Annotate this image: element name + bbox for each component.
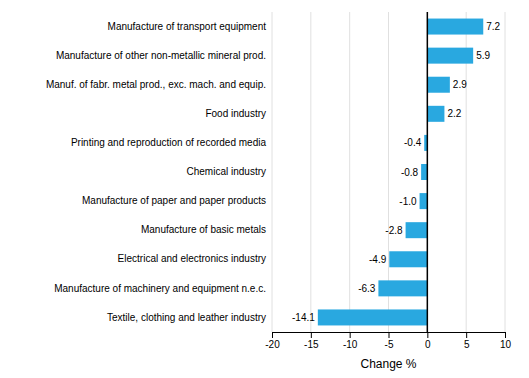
bar (389, 251, 427, 267)
x-tick-mark (389, 332, 390, 338)
x-tick-label: -5 (385, 339, 394, 350)
x-axis-line (273, 333, 506, 339)
y-tick-label: Textile, clothing and leather industry (107, 312, 266, 323)
y-tick-label: Electrical and electronics industry (118, 253, 266, 264)
x-tick-label: 5 (464, 339, 470, 350)
data-label: -6.3 (358, 283, 376, 294)
data-label: -14.1 (292, 312, 315, 323)
bar (427, 48, 473, 64)
data-label: 2.9 (453, 79, 467, 90)
y-tick-label: Manuf. of fabr. metal prod., exc. mach. … (46, 79, 266, 90)
y-tick-label: Manufacture of paper and paper products (82, 195, 266, 206)
x-tick-mark (466, 332, 467, 338)
chart-container: -20 -15 -10 -5 0 5 10 Textile, clothing and lea… (0, 0, 529, 378)
x-tick-label: -15 (304, 339, 319, 350)
plot: -20 -15 -10 -5 0 5 10 Textile, clothing and lea… (46, 12, 512, 350)
data-label: -2.8 (385, 225, 403, 236)
x-tick-label: 10 (500, 339, 512, 350)
y-tick-label: Manufacture of machinery and equipment n… (54, 283, 266, 294)
bar (378, 280, 427, 296)
x-tick-mark (311, 332, 312, 338)
y-tick: Manufacture of paper and paper products (82, 195, 266, 206)
x-tick: 0 (425, 332, 431, 350)
grid-line (505, 12, 506, 332)
bar (420, 193, 428, 209)
data-label: -0.4 (404, 137, 422, 148)
x-tick-label: 0 (425, 339, 431, 350)
y-tick-label: Manufacture of transport equipment (108, 21, 267, 32)
grid-line (349, 12, 350, 332)
y-tick-label: Food industry (205, 108, 266, 119)
x-tick: -5 (385, 332, 394, 350)
bar (427, 106, 444, 122)
data-label: -1.0 (399, 196, 417, 207)
y-tick: Textile, clothing and leather industry (107, 312, 266, 323)
x-tick-label: -20 (265, 339, 280, 350)
grid-line (310, 12, 311, 332)
y-tick: Electrical and electronics industry (118, 253, 266, 264)
y-tick: Manufacture of transport equipment (108, 21, 267, 32)
y-tick-label: Printing and reproduction of recorded me… (71, 137, 267, 148)
x-tick: -10 (343, 332, 358, 350)
y-tick: Chemical industry (187, 166, 266, 177)
x-tick: -15 (304, 332, 319, 350)
y-tick: Manuf. of fabr. metal prod., exc. mach. … (46, 79, 266, 90)
x-tick: 5 (464, 332, 470, 350)
bar (427, 19, 483, 35)
x-tick-label: -10 (343, 339, 358, 350)
grid-line (272, 12, 273, 332)
data-label: -0.8 (401, 167, 419, 178)
x-tick-mark (350, 332, 351, 338)
y-tick-label: Manufacture of basic metals (141, 224, 266, 235)
y-tick: Printing and reproduction of recorded me… (71, 137, 267, 148)
data-label: 7.2 (486, 21, 500, 32)
y-tick: Manufacture of basic metals (141, 224, 266, 235)
data-label: -4.9 (369, 254, 387, 265)
grid (272, 12, 505, 332)
x-tick: 10 (500, 332, 512, 350)
y-tick: Food industry (205, 108, 266, 119)
zero-line (427, 12, 429, 332)
x-tick-mark (505, 332, 506, 338)
x-tick: -20 (265, 332, 280, 350)
chart: -20 -15 -10 -5 0 5 10 Textile, clothing and lea… (0, 0, 529, 378)
bar (318, 309, 428, 325)
data-label: 2.2 (447, 108, 461, 119)
x-axis-title: Change % (360, 357, 416, 371)
bar (406, 222, 428, 238)
y-tick: Manufacture of other non-metallic minera… (56, 50, 266, 61)
bars (318, 19, 483, 326)
y-tick-label: Chemical industry (187, 166, 266, 177)
grid-line (427, 12, 428, 332)
x-tick-mark (427, 332, 428, 338)
bar (421, 164, 427, 180)
data-label: 5.9 (476, 50, 490, 61)
x-axis: -20 -15 -10 -5 0 5 10 (265, 332, 511, 350)
data-labels: -14.1 -6.3 -4.9 -2.8 -1.0 -0.8 -0.4 2.2 2.9 5.9 7.… (292, 21, 501, 323)
bar (427, 77, 450, 93)
y-tick-label: Manufacture of other non-metallic minera… (56, 50, 266, 61)
y-tick: Manufacture of machinery and equipment n… (54, 283, 266, 294)
y-axis: Textile, clothing and leather industry Ma… (46, 21, 267, 323)
x-tick-mark (272, 332, 273, 338)
